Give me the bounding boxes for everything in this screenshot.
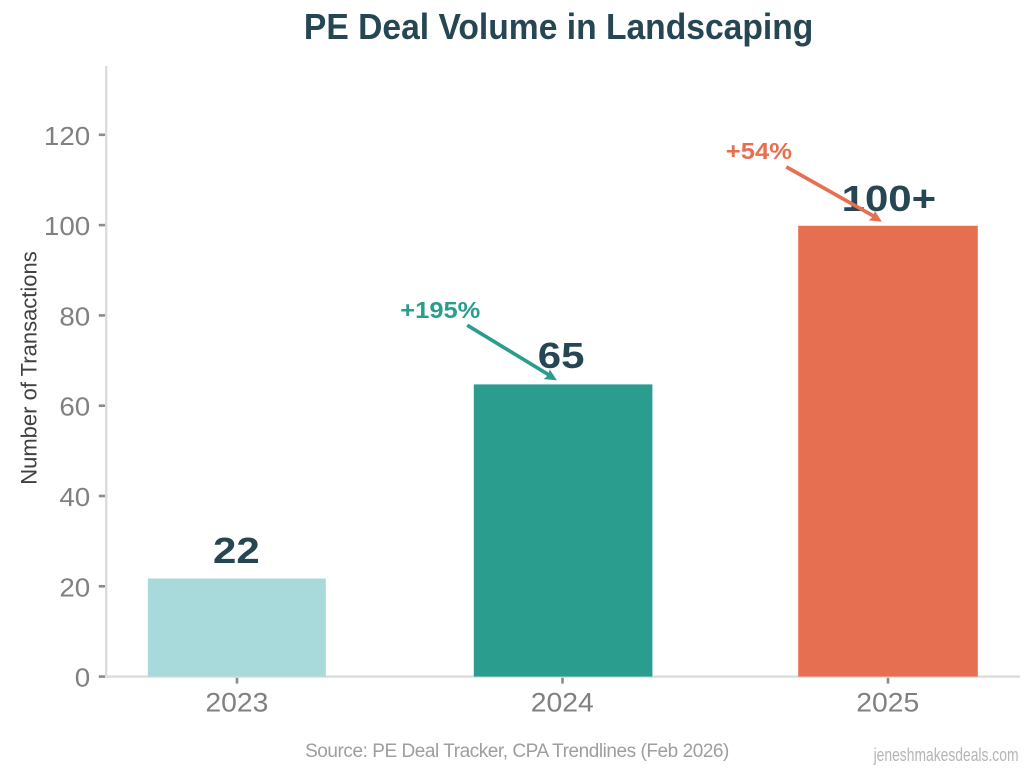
svg-text:jeneshmakesdeals.com: jeneshmakesdeals.com [873,745,1019,765]
svg-text:+195%: +195% [400,298,480,324]
svg-text:80: 80 [59,302,90,331]
svg-text:22: 22 [213,531,260,572]
svg-text:PE Deal Volume in Landscaping: PE Deal Volume in Landscaping [304,7,813,47]
svg-text:2023: 2023 [205,687,268,717]
svg-text:0: 0 [75,664,90,693]
svg-text:65: 65 [538,336,585,377]
svg-text:Number of Transactions: Number of Transactions [17,251,42,485]
svg-text:+54%: +54% [726,139,792,165]
svg-text:2024: 2024 [531,687,594,717]
svg-text:Source: PE Deal Tracker, CPA T: Source: PE Deal Tracker, CPA Trendlines … [305,741,729,762]
svg-text:40: 40 [59,483,90,512]
svg-text:120: 120 [44,122,90,151]
svg-text:20: 20 [59,573,90,602]
svg-text:100: 100 [44,212,90,241]
svg-text:100+: 100+ [842,178,937,219]
svg-text:2025: 2025 [856,687,919,717]
svg-text:60: 60 [59,393,90,422]
